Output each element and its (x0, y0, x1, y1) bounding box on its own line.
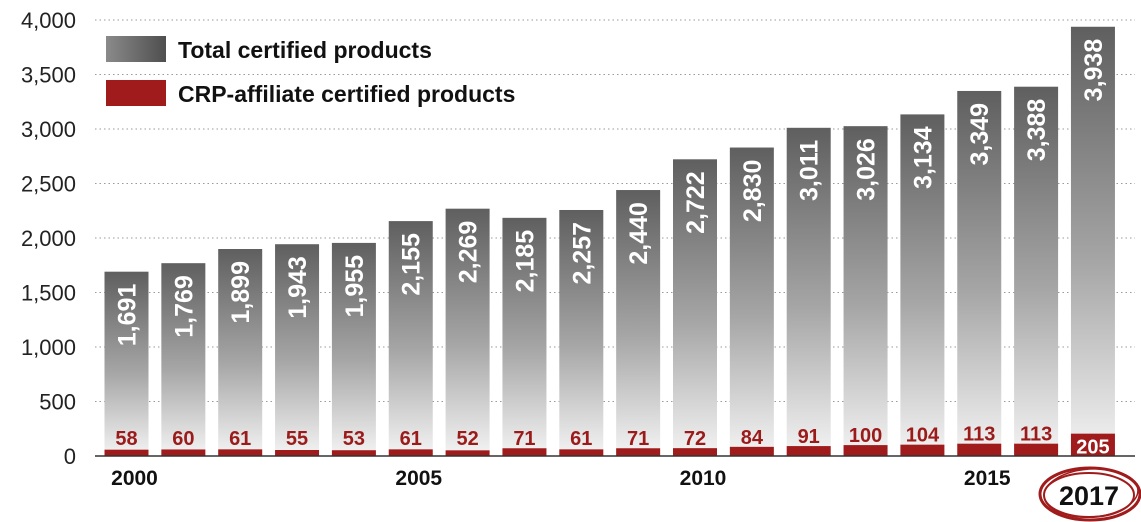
bar-total-value-label: 3,134 (909, 126, 937, 189)
bar-crp (673, 448, 717, 456)
highlight-year-badge: 2017 (1038, 466, 1141, 522)
legend-swatch-crp (106, 80, 166, 106)
bar-crp (843, 445, 888, 456)
bar-total (957, 90, 1002, 457)
bar-total-value-label: 2,440 (625, 202, 653, 265)
legend: Total certified products CRP-affiliate c… (106, 36, 515, 107)
bar-total-value-label: 2,155 (398, 233, 426, 296)
bar-crp-value-label: 104 (906, 425, 940, 447)
bar-total-value-label: 1,955 (341, 255, 369, 318)
bar-total (616, 190, 661, 457)
bar-crp (275, 450, 320, 456)
bar-crp-value-label: 61 (570, 428, 592, 450)
bar-total (786, 127, 831, 457)
bar-total-value-label: 1,899 (227, 261, 255, 324)
bar-total-value-label: 2,722 (682, 171, 710, 234)
bar-total (275, 244, 320, 456)
bar-total (331, 242, 376, 456)
y-tick-label: 3,500 (21, 63, 76, 88)
y-axis-tick-labels: 0 500 1,000 1,500 2,000 2,500 3,000 3,500 4,000 (21, 8, 76, 469)
y-tick-label: 1,500 (21, 281, 76, 306)
legend-label-crp: CRP-affiliate certified products (178, 81, 515, 107)
bar-crp (786, 446, 831, 456)
bar-total (218, 249, 263, 456)
bar-crp (957, 443, 1002, 456)
bar-total-value-label: 1,943 (284, 256, 312, 319)
bar-crp-value-label: 53 (343, 428, 365, 450)
bar-total-value-label: 2,830 (739, 160, 767, 223)
bar-crp (388, 449, 433, 456)
bar-crp-value-label: 91 (798, 426, 820, 448)
bar-crp-value-label: 71 (513, 428, 535, 450)
bar-total-value-label: 3,026 (853, 138, 881, 201)
bar-crp-value-label: 52 (456, 428, 478, 450)
bar-total (388, 221, 433, 456)
bar-total-value-label: 3,938 (1080, 39, 1108, 102)
bar-crp-value-label: 113 (963, 424, 995, 446)
legend-label-total: Total certified products (178, 37, 432, 63)
badge-year-label: 2017 (1059, 481, 1119, 511)
y-tick-label: 500 (39, 390, 76, 415)
bar-crp (104, 449, 149, 456)
x-axis-tick-labels: 2000 2005 2010 2015 (111, 467, 1011, 490)
x-tick-label: 2005 (395, 467, 442, 490)
x-tick-label: 2000 (111, 467, 158, 490)
bar-crp-value-label: 205 (1076, 437, 1109, 459)
bar-total-value-label: 3,011 (796, 140, 824, 201)
bar-total (729, 147, 774, 456)
bar-crp-value-label: 60 (172, 428, 194, 450)
y-tick-label: 4,000 (21, 8, 76, 33)
bar-crp (900, 444, 945, 456)
bar-value-labels: 1,691 58 1,769 60 1,899 61 1,943 55 1,955 53 2,155… (114, 39, 1110, 459)
bar-total (1070, 26, 1115, 457)
y-tick-label: 0 (64, 444, 76, 469)
bar-crp (1014, 443, 1059, 456)
bar-crp (1070, 433, 1115, 456)
bar-total (843, 126, 888, 456)
bar-crp-value-label: 100 (849, 425, 882, 447)
bar-total-value-label: 2,185 (511, 230, 539, 293)
bar-crp (559, 449, 604, 456)
bar-total (1014, 86, 1059, 456)
bar-crp-value-label: 61 (400, 428, 422, 450)
bar-total-value-label: 2,257 (568, 222, 596, 285)
bar-total-value-label: 3,349 (966, 103, 994, 166)
bar-total-value-label: 1,769 (170, 275, 198, 338)
bar-crp (445, 450, 490, 456)
bar-crp (502, 448, 547, 456)
badge-ring-outer (1038, 466, 1141, 522)
y-tick-label: 2,500 (21, 172, 76, 197)
x-tick-label: 2010 (680, 467, 727, 490)
x-tick-label: 2015 (964, 467, 1011, 490)
bar-total (673, 159, 717, 456)
bar-crp-value-label: 58 (115, 428, 137, 450)
legend-swatch-total (106, 36, 166, 62)
bar-total (559, 209, 604, 456)
bar-crp (616, 448, 661, 456)
y-tick-label: 3,000 (21, 117, 76, 142)
bar-total (502, 217, 547, 456)
bar-total-value-label: 2,269 (455, 221, 483, 284)
bar-total (104, 271, 149, 456)
bar-crp-value-label: 113 (1020, 424, 1052, 446)
bar-crp (729, 446, 774, 456)
bar-total-value-label: 1,691 (114, 284, 142, 347)
bar-crp-value-label: 55 (286, 428, 308, 450)
bar-total (445, 208, 490, 456)
badge-ring-scribble (1043, 468, 1139, 518)
bar-crp-value-label: 72 (684, 428, 706, 450)
bar-crp (218, 449, 263, 456)
bar-crp (331, 450, 376, 456)
bar-total (900, 114, 945, 457)
bar-crp-value-label: 71 (627, 428, 649, 450)
bar-crp-value-label: 61 (229, 428, 251, 450)
bars (104, 26, 1115, 457)
bar-crp (161, 449, 206, 456)
bar-total (161, 263, 206, 456)
bar-crp-value-label: 84 (741, 427, 764, 449)
bar-total-value-label: 3,388 (1023, 99, 1051, 162)
y-tick-label: 2,000 (21, 226, 76, 251)
y-tick-label: 1,000 (21, 335, 76, 360)
